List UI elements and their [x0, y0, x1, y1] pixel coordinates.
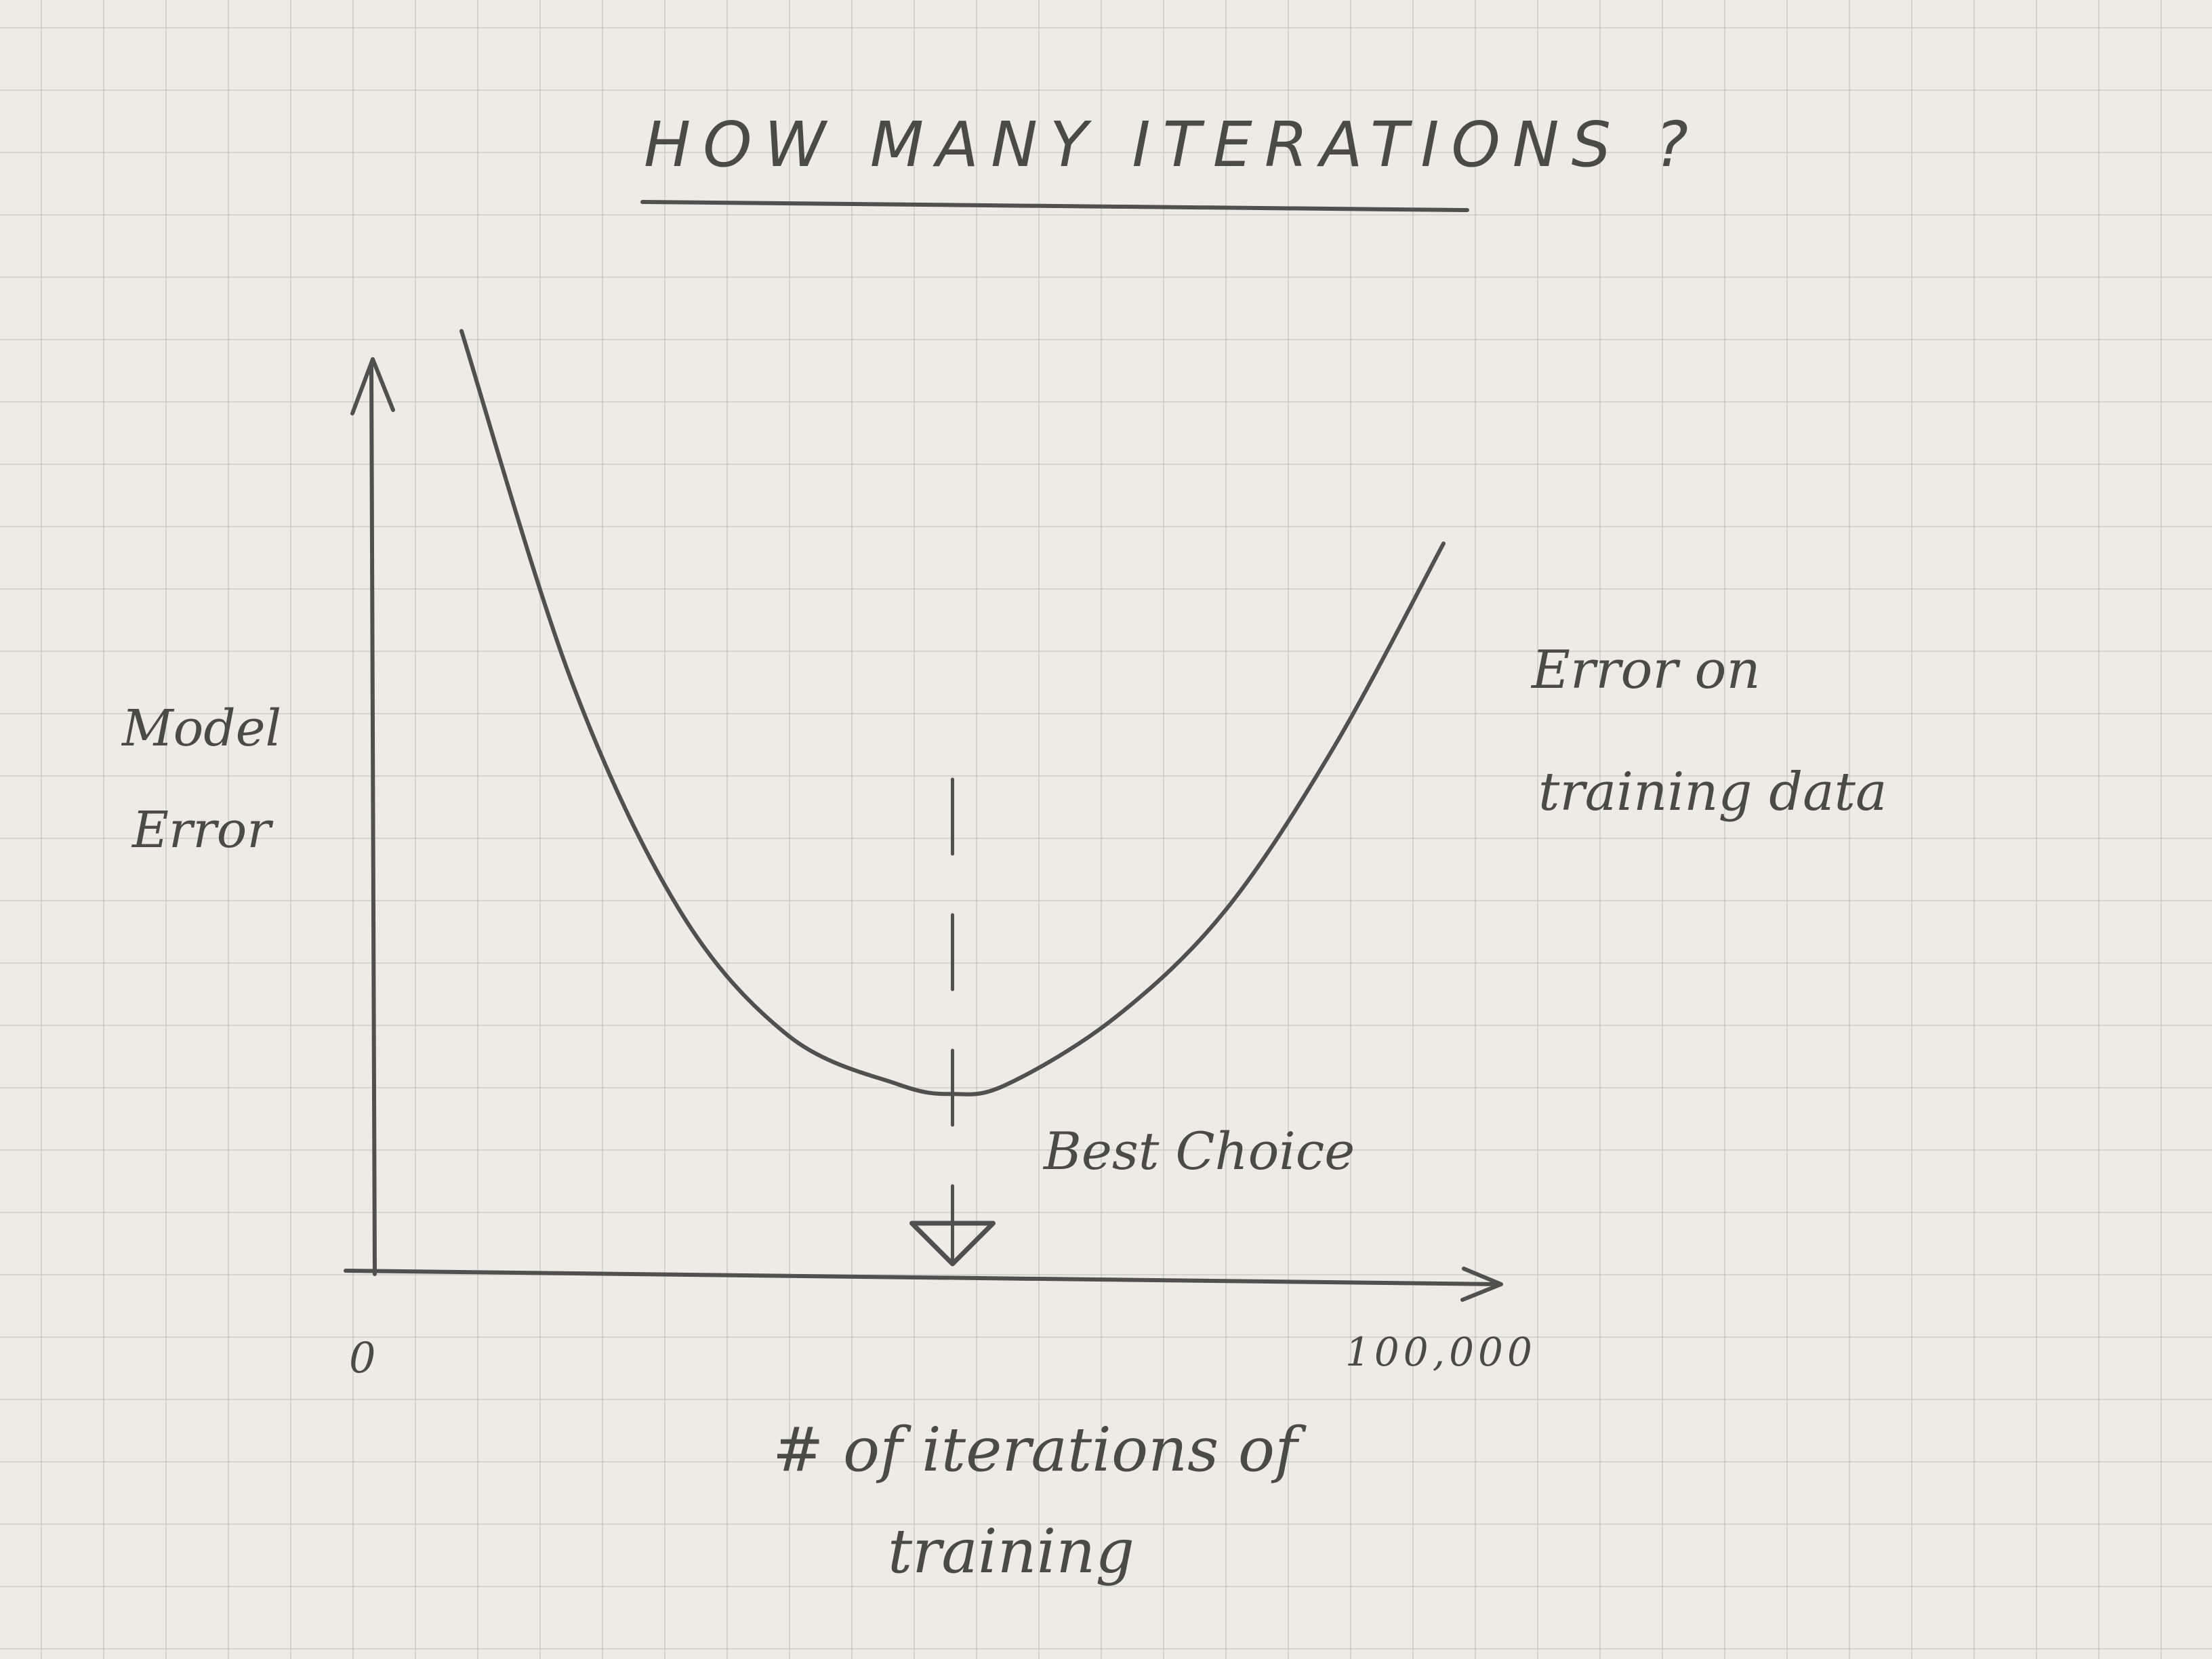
y-axis-label: Model Error — [121, 699, 298, 859]
series-label-line-2: training data — [1538, 762, 1887, 823]
y-axis-arrowhead — [350, 357, 395, 415]
y-axis-line — [369, 364, 377, 1276]
y-axis-label-line-1: Model — [121, 699, 281, 758]
series-label: Error on training data — [1530, 640, 1887, 823]
x-axis-label-line-2: training — [888, 1516, 1134, 1587]
best-choice-triangle-icon — [909, 1221, 996, 1267]
series-line-error-on-training-data — [459, 329, 1446, 1097]
x-axis-line — [344, 1269, 1500, 1286]
x-axis-label: # of iterations of training — [773, 1414, 1317, 1587]
x-axis-arrowhead — [1460, 1267, 1503, 1302]
y-axis-label-line-2: Error — [131, 801, 274, 859]
title-underline — [640, 200, 1469, 212]
best-choice-label: Best Choice — [1042, 1121, 1355, 1181]
series-label-line-1: Error on — [1530, 640, 1761, 701]
x-tick-label-start: 0 — [349, 1333, 375, 1382]
chart-title: HOW MANY ITERATIONS ? — [644, 108, 1700, 181]
best-choice-marker — [909, 777, 996, 1300]
x-axis-label-line-1: # of iterations of — [773, 1414, 1307, 1486]
x-tick-label-end: 100,000 — [1345, 1329, 1536, 1375]
